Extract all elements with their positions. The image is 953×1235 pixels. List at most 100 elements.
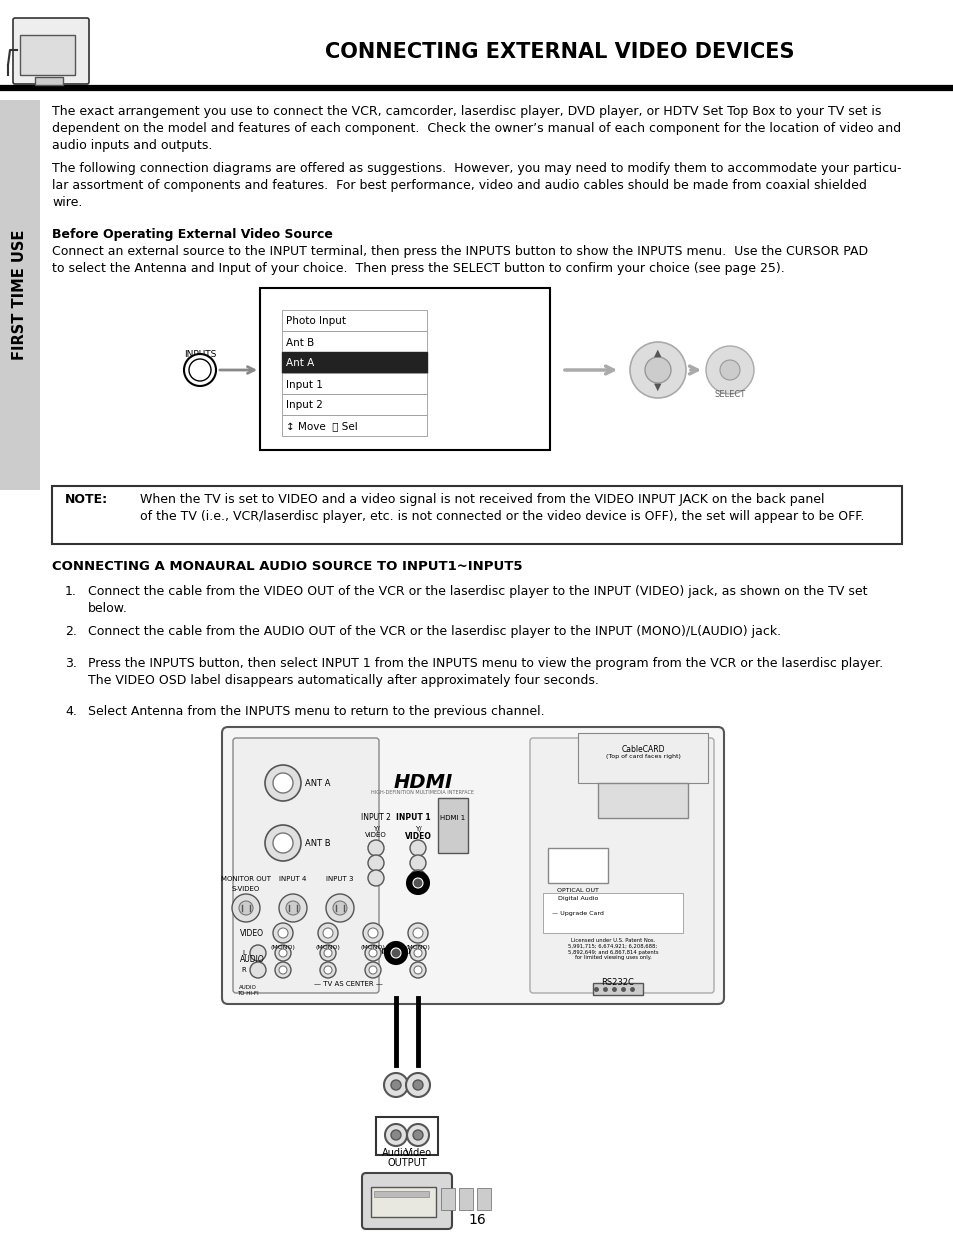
- FancyBboxPatch shape: [222, 727, 723, 1004]
- Text: NOTE:: NOTE:: [65, 493, 108, 506]
- FancyBboxPatch shape: [361, 1173, 452, 1229]
- Bar: [52, 487, 901, 543]
- Circle shape: [705, 346, 753, 394]
- Circle shape: [407, 872, 429, 894]
- Bar: [593, 983, 642, 995]
- Circle shape: [363, 923, 382, 944]
- Text: ↕ Move  ⒪ Sel: ↕ Move ⒪ Sel: [286, 421, 357, 431]
- Text: (Top of card faces right): (Top of card faces right): [605, 755, 679, 760]
- Circle shape: [274, 945, 291, 961]
- Bar: [35, 77, 63, 85]
- Bar: [282, 373, 427, 394]
- Text: — Upgrade Card: — Upgrade Card: [552, 911, 603, 916]
- Circle shape: [323, 927, 333, 939]
- Bar: [282, 394, 427, 415]
- Text: INPUT 3: INPUT 3: [326, 876, 354, 882]
- Circle shape: [368, 840, 384, 856]
- Circle shape: [391, 948, 400, 958]
- Text: ANT A: ANT A: [305, 778, 330, 788]
- Text: Video: Video: [404, 1149, 431, 1158]
- Circle shape: [391, 1130, 400, 1140]
- Bar: [282, 352, 427, 373]
- Text: HDMI: HDMI: [393, 773, 452, 792]
- Circle shape: [406, 1073, 430, 1097]
- Text: AUDIO: AUDIO: [240, 956, 265, 965]
- Text: 2.: 2.: [65, 625, 77, 638]
- Circle shape: [278, 894, 307, 923]
- Circle shape: [250, 962, 266, 978]
- Circle shape: [277, 927, 288, 939]
- FancyBboxPatch shape: [233, 739, 378, 993]
- Circle shape: [410, 945, 426, 961]
- Text: 16: 16: [468, 1213, 485, 1228]
- Text: L: L: [242, 950, 246, 956]
- Text: INPUT 2: INPUT 2: [360, 813, 391, 823]
- Circle shape: [184, 354, 215, 387]
- Circle shape: [232, 894, 260, 923]
- Text: S-VIDEO: S-VIDEO: [232, 885, 260, 892]
- Text: Input 2: Input 2: [286, 400, 322, 410]
- Bar: [547, 848, 607, 883]
- Text: (MONO): (MONO): [271, 945, 295, 950]
- Circle shape: [319, 962, 335, 978]
- Circle shape: [265, 825, 301, 861]
- Text: HIGH-DEFINITION MULTIMEDIA INTERFACE: HIGH-DEFINITION MULTIMEDIA INTERFACE: [371, 790, 474, 795]
- Text: AUDIO
TO HI-FI: AUDIO TO HI-FI: [237, 986, 258, 995]
- Circle shape: [720, 359, 740, 380]
- Bar: [476, 1188, 491, 1210]
- Bar: [440, 1188, 455, 1210]
- Circle shape: [407, 1124, 429, 1146]
- Circle shape: [410, 869, 426, 885]
- Text: ▲: ▲: [654, 348, 661, 358]
- Bar: [282, 331, 427, 352]
- Circle shape: [189, 359, 211, 382]
- Text: CONNECTING EXTERNAL VIDEO DEVICES: CONNECTING EXTERNAL VIDEO DEVICES: [325, 42, 794, 62]
- Text: Select Antenna from the INPUTS menu to return to the previous channel.: Select Antenna from the INPUTS menu to r…: [88, 705, 544, 718]
- Text: Digital Audio: Digital Audio: [558, 897, 598, 902]
- Text: INPUTS: INPUTS: [184, 350, 216, 359]
- Circle shape: [286, 902, 299, 915]
- Text: Connect the cable from the VIDEO OUT of the VCR or the laserdisc player to the I: Connect the cable from the VIDEO OUT of …: [88, 585, 866, 615]
- Bar: [260, 288, 550, 450]
- Circle shape: [413, 878, 422, 888]
- Text: Photo Input: Photo Input: [286, 316, 346, 326]
- Text: CableCARD: CableCARD: [620, 745, 664, 755]
- Circle shape: [365, 962, 380, 978]
- Circle shape: [410, 962, 426, 978]
- Circle shape: [365, 945, 380, 961]
- Text: 4.: 4.: [65, 705, 77, 718]
- Circle shape: [273, 773, 293, 793]
- Text: (MONO): (MONO): [405, 945, 430, 950]
- Circle shape: [384, 1073, 408, 1097]
- Circle shape: [629, 342, 685, 398]
- Circle shape: [410, 855, 426, 871]
- Bar: [20, 35, 75, 75]
- Circle shape: [414, 966, 421, 974]
- Bar: [282, 415, 427, 436]
- Text: 3.: 3.: [65, 657, 77, 671]
- Text: OPTICAL OUT: OPTICAL OUT: [557, 888, 598, 893]
- Circle shape: [278, 966, 287, 974]
- FancyBboxPatch shape: [13, 19, 89, 84]
- Text: HDMI 1: HDMI 1: [440, 815, 465, 821]
- Text: SELECT: SELECT: [714, 390, 745, 399]
- Text: — TV AS CENTER —: — TV AS CENTER —: [314, 981, 382, 987]
- Circle shape: [333, 902, 347, 915]
- Circle shape: [239, 902, 253, 915]
- Text: Licensed under U.S. Patent Nos.
5,991,715; 6,674,921; 6,208,688;
5,892,649; and : Licensed under U.S. Patent Nos. 5,991,71…: [567, 939, 658, 961]
- Circle shape: [369, 948, 376, 957]
- FancyBboxPatch shape: [530, 739, 713, 993]
- Text: When the TV is set to VIDEO and a video signal is not received from the VIDEO IN: When the TV is set to VIDEO and a video …: [140, 493, 863, 522]
- Text: Ant B: Ant B: [286, 337, 314, 347]
- Circle shape: [413, 1130, 422, 1140]
- Circle shape: [324, 948, 332, 957]
- Bar: [437, 798, 468, 853]
- Text: Connect an external source to the INPUT terminal, then press the INPUTS button t: Connect an external source to the INPUT …: [52, 245, 867, 275]
- Bar: [542, 893, 682, 932]
- Circle shape: [368, 869, 384, 885]
- Circle shape: [410, 840, 426, 856]
- Text: INPUT 1: INPUT 1: [395, 813, 430, 823]
- Text: The following connection diagrams are offered as suggestions.  However, you may : The following connection diagrams are of…: [52, 162, 901, 209]
- Circle shape: [324, 966, 332, 974]
- Circle shape: [274, 962, 291, 978]
